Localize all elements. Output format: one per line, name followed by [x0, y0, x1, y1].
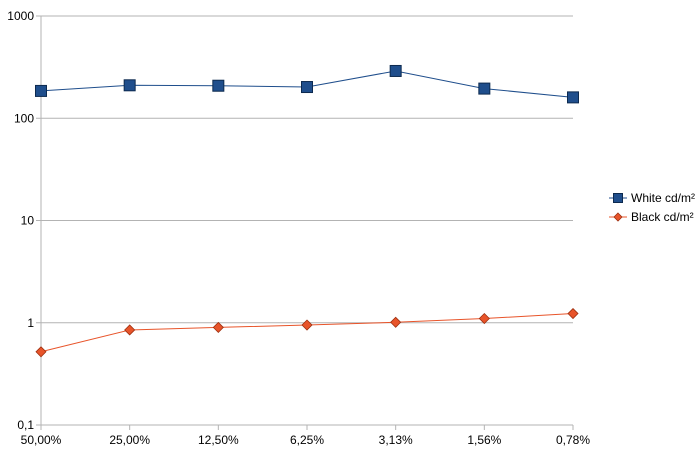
legend-label: Black cd/m²: [631, 210, 694, 224]
legend-marker-square: [613, 193, 623, 203]
y-tick-labels: 0,1 1 10 100 1000: [7, 9, 34, 432]
data-point-square: [301, 81, 313, 94]
series-group: [35, 64, 579, 358]
series-line: [40, 313, 574, 353]
x-tick-labels: 50,00% 25,00% 12,50% 6,25% 3,13% 1,56% 0,78%: [21, 433, 591, 447]
x-tick-label: 12,50%: [198, 433, 239, 447]
series-white: [35, 64, 579, 104]
y-tick-label: 0,1: [17, 418, 34, 432]
data-point-diamond: [567, 307, 579, 320]
data-point-diamond: [390, 316, 402, 328]
y-tick-label: 10: [21, 214, 35, 228]
grid-lines: [36, 15, 573, 426]
legend-label: White cd/m²: [631, 191, 695, 205]
y-tick-label: 1000: [7, 9, 34, 23]
data-point-square: [478, 82, 491, 95]
x-tick-label: 0,78%: [556, 433, 590, 447]
data-point-diamond: [478, 312, 490, 325]
data-point-square: [123, 79, 136, 92]
data-point-diamond: [35, 346, 47, 358]
data-point-square: [212, 79, 225, 92]
y-tick-label: 1: [27, 316, 34, 330]
legend-item: Black cd/m²: [609, 210, 694, 224]
legend-marker-diamond: [613, 212, 623, 222]
legend: White cd/m² Black cd/m²: [609, 191, 695, 224]
data-point-square: [389, 64, 402, 77]
axes: [40, 16, 574, 430]
x-tick-label: 25,00%: [109, 433, 150, 447]
x-tick-label: 1,56%: [467, 433, 501, 447]
data-point-square: [567, 91, 579, 104]
y-tick-label: 100: [14, 111, 34, 125]
data-point-diamond: [301, 319, 313, 331]
legend-item: White cd/m²: [609, 191, 695, 205]
x-tick-label: 50,00%: [21, 433, 62, 447]
data-point-diamond: [212, 321, 224, 333]
x-tick-label: 3,13%: [379, 433, 413, 447]
x-tick-label: 6,25%: [290, 433, 324, 447]
series-black: [35, 307, 579, 358]
data-point-diamond: [124, 324, 136, 336]
data-point-square: [35, 84, 47, 97]
